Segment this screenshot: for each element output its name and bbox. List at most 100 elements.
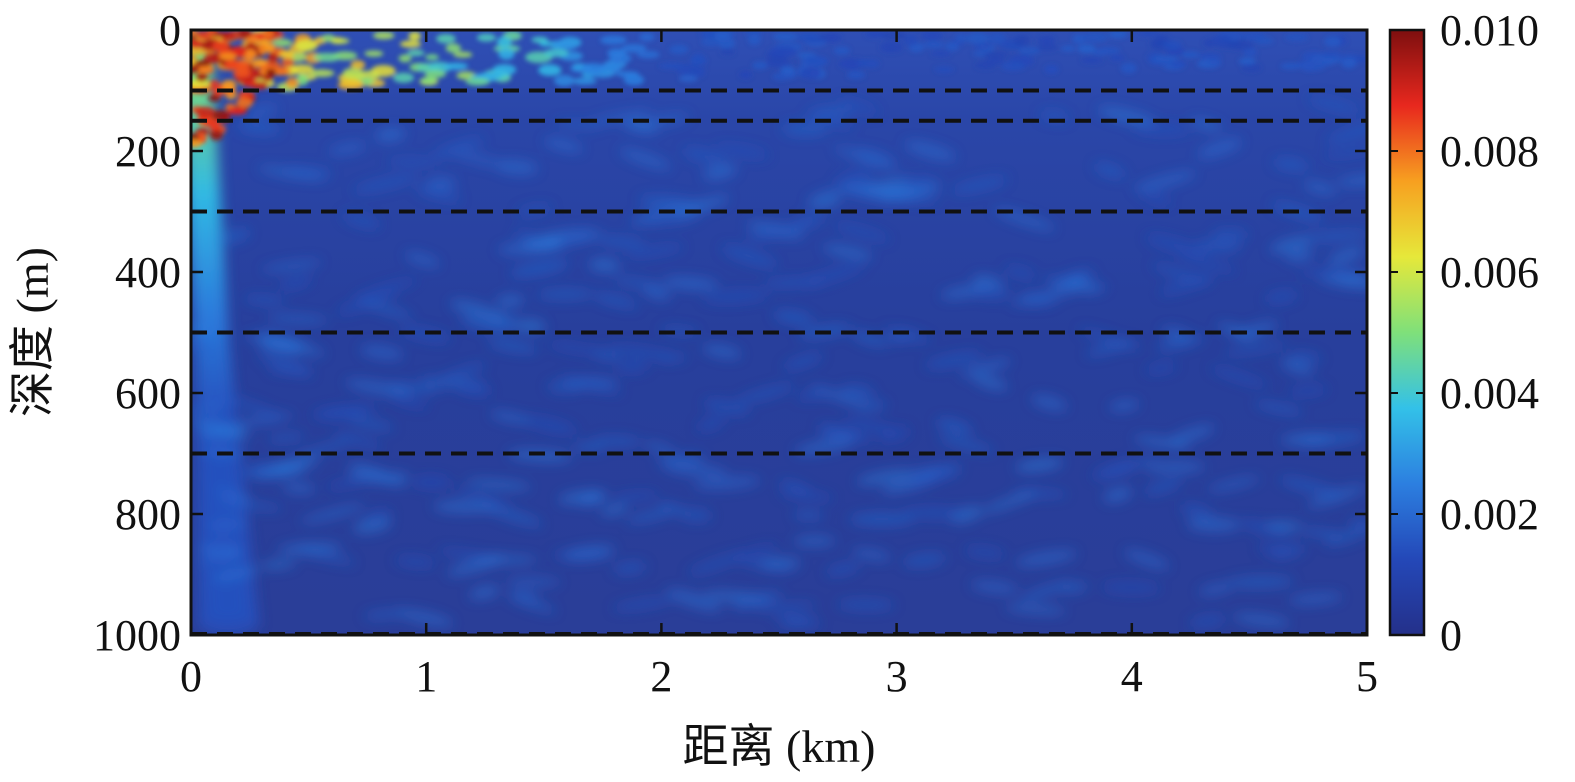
field-streak xyxy=(581,63,606,73)
field-texture xyxy=(960,358,1011,377)
field-texture xyxy=(558,490,606,505)
field-streak xyxy=(1163,40,1182,50)
field-streak xyxy=(1181,51,1200,59)
field-texture xyxy=(1302,230,1367,242)
field-streak xyxy=(880,41,903,53)
field-texture xyxy=(257,353,313,377)
field-streak xyxy=(621,43,647,53)
field-texture xyxy=(1005,604,1066,615)
field-texture xyxy=(431,137,485,159)
field-texture xyxy=(1159,273,1215,295)
field-texture xyxy=(657,502,688,515)
field-streak xyxy=(1018,46,1041,55)
field-texture xyxy=(964,546,1006,559)
field-streak xyxy=(554,74,575,87)
field-texture xyxy=(1015,550,1077,566)
field-streak xyxy=(196,30,211,40)
field-streak xyxy=(339,78,363,87)
field-texture xyxy=(505,577,561,586)
field-streak xyxy=(921,30,943,41)
field-texture xyxy=(277,542,342,555)
field-source xyxy=(236,97,253,109)
field-texture xyxy=(206,539,240,552)
field-streak xyxy=(966,32,989,44)
field-streak xyxy=(191,82,205,89)
field-texture xyxy=(1010,288,1078,305)
field-streak xyxy=(1280,62,1302,70)
field-texture xyxy=(1050,273,1089,291)
field-texture xyxy=(1060,581,1089,594)
field-texture xyxy=(222,395,284,419)
field-texture xyxy=(345,379,412,397)
field-streak xyxy=(289,64,314,75)
field-texture xyxy=(973,375,1008,390)
field-source xyxy=(246,36,259,43)
field-source xyxy=(265,68,277,76)
field-streak xyxy=(465,77,490,86)
field-texture xyxy=(1099,455,1161,478)
field-texture xyxy=(679,508,712,523)
field-texture xyxy=(778,479,812,493)
field-streak xyxy=(350,60,366,70)
field-texture xyxy=(352,174,419,194)
field-streak xyxy=(636,50,660,59)
field-source xyxy=(235,61,251,73)
field-streak xyxy=(768,46,797,58)
field-texture xyxy=(524,236,564,250)
field-texture xyxy=(592,435,642,447)
colorbar-gradient xyxy=(1390,30,1424,635)
field-texture xyxy=(326,478,365,490)
field-streak xyxy=(985,57,1005,65)
field-texture xyxy=(1307,95,1361,114)
field-streak xyxy=(398,54,412,63)
field-streak xyxy=(1108,30,1128,39)
y-tick-label: 200 xyxy=(115,127,181,176)
field-texture xyxy=(857,401,888,411)
field-source xyxy=(224,59,240,71)
field-texture xyxy=(1300,528,1340,538)
field-streak xyxy=(1097,46,1121,55)
field-streak xyxy=(1081,57,1103,64)
field-texture xyxy=(841,184,908,201)
field-texture xyxy=(907,471,952,486)
field-streak xyxy=(420,77,437,84)
field-streak xyxy=(639,32,655,42)
field-texture xyxy=(191,419,250,440)
field-texture xyxy=(615,360,649,373)
y-tick-label: 800 xyxy=(115,490,181,539)
field-source xyxy=(208,94,221,102)
field-texture xyxy=(261,260,322,272)
colorbar-tick-label: 0.006 xyxy=(1440,248,1539,297)
field-texture xyxy=(836,598,895,611)
field-texture xyxy=(358,299,413,320)
field-source xyxy=(221,79,237,91)
field-streak xyxy=(424,70,446,79)
x-axis-title: 距离 (km) xyxy=(683,721,876,772)
field-texture xyxy=(759,557,802,569)
field-texture xyxy=(496,160,538,175)
field-streak xyxy=(904,34,918,46)
field-texture xyxy=(1187,517,1241,532)
field-streak xyxy=(1355,55,1367,62)
field-texture xyxy=(487,339,539,354)
field-texture xyxy=(1031,394,1068,411)
field-streak xyxy=(572,77,597,85)
field-source xyxy=(209,110,230,121)
field-texture xyxy=(1207,476,1260,492)
field-texture xyxy=(1299,267,1363,277)
field-streak xyxy=(207,79,221,90)
field-streak xyxy=(1341,58,1357,69)
field-streak xyxy=(191,64,200,74)
field-texture xyxy=(453,487,513,508)
field-texture xyxy=(981,491,1038,514)
field-streak xyxy=(973,42,992,51)
field-streak xyxy=(1227,40,1254,50)
field-texture xyxy=(702,344,742,359)
field-texture xyxy=(897,176,939,190)
field-texture xyxy=(656,453,705,468)
field-texture xyxy=(414,185,461,202)
field-streak xyxy=(453,51,473,58)
field-texture xyxy=(839,98,879,116)
field-texture xyxy=(1299,431,1366,447)
field-source xyxy=(203,52,222,64)
